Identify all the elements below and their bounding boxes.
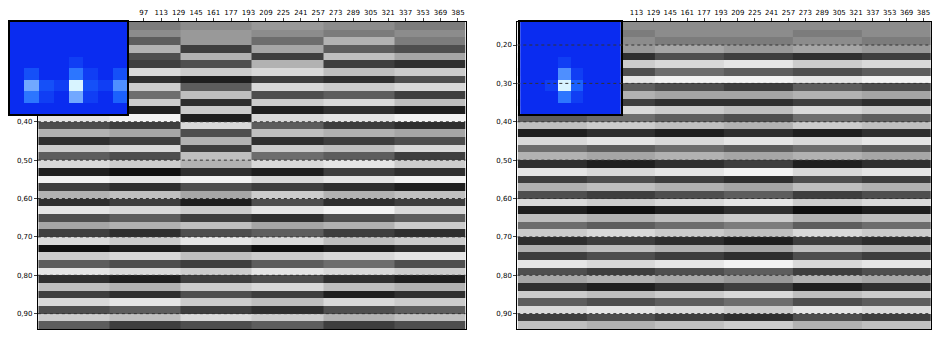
svg-text:113: 113 (630, 9, 643, 17)
svg-text:369: 369 (900, 9, 913, 17)
svg-text:305: 305 (832, 9, 845, 17)
svg-text:385: 385 (917, 9, 930, 17)
svg-text:337: 337 (399, 9, 412, 17)
svg-text:289: 289 (816, 9, 829, 17)
svg-text:305: 305 (364, 9, 377, 17)
svg-text:257: 257 (782, 9, 795, 17)
svg-text:0,20: 0,20 (496, 41, 512, 49)
svg-text:257: 257 (312, 9, 325, 17)
svg-text:0,80: 0,80 (496, 272, 512, 280)
svg-text:0,40: 0,40 (496, 118, 512, 126)
svg-text:321: 321 (381, 9, 394, 17)
svg-text:97: 97 (139, 9, 148, 17)
svg-text:0,60: 0,60 (496, 195, 512, 203)
svg-text:0,30: 0,30 (496, 80, 512, 88)
svg-text:193: 193 (714, 9, 727, 17)
svg-text:177: 177 (224, 9, 237, 17)
svg-text:241: 241 (294, 9, 307, 17)
svg-text:289: 289 (347, 9, 360, 17)
svg-text:129: 129 (647, 9, 660, 17)
svg-text:273: 273 (329, 9, 342, 17)
svg-text:369: 369 (434, 9, 447, 17)
svg-text:0,90: 0,90 (17, 310, 33, 318)
svg-text:177: 177 (697, 9, 710, 17)
svg-text:337: 337 (866, 9, 879, 17)
svg-text:0,70: 0,70 (496, 233, 512, 241)
svg-text:0,70: 0,70 (17, 233, 33, 241)
svg-text:193: 193 (242, 9, 255, 17)
svg-text:113: 113 (155, 9, 168, 17)
svg-text:209: 209 (259, 9, 272, 17)
svg-text:225: 225 (277, 9, 290, 17)
svg-text:161: 161 (207, 9, 220, 17)
svg-text:385: 385 (451, 9, 464, 17)
svg-text:0,40: 0,40 (17, 118, 33, 126)
svg-text:0,50: 0,50 (496, 157, 512, 165)
svg-text:273: 273 (799, 9, 812, 17)
svg-text:321: 321 (849, 9, 862, 17)
svg-text:0,50: 0,50 (17, 157, 33, 165)
svg-text:129: 129 (172, 9, 185, 17)
svg-text:0,60: 0,60 (17, 195, 33, 203)
svg-text:209: 209 (731, 9, 744, 17)
svg-text:353: 353 (416, 9, 429, 17)
svg-text:0,90: 0,90 (496, 310, 512, 318)
svg-text:241: 241 (765, 9, 778, 17)
svg-text:145: 145 (664, 9, 677, 17)
svg-text:145: 145 (189, 9, 202, 17)
svg-text:161: 161 (680, 9, 693, 17)
svg-text:225: 225 (748, 9, 761, 17)
svg-text:353: 353 (883, 9, 896, 17)
svg-text:0,80: 0,80 (17, 272, 33, 280)
